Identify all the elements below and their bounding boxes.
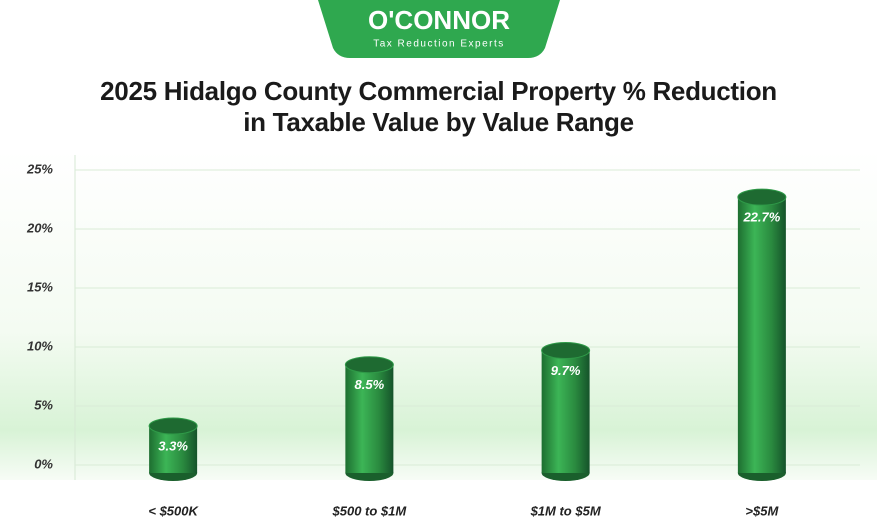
x-tick-label: $500 to $1M xyxy=(332,503,408,518)
bar xyxy=(737,197,786,473)
y-tick-label: 15% xyxy=(27,279,53,294)
bar xyxy=(541,350,590,473)
y-tick-label: 20% xyxy=(26,220,53,235)
bar-top xyxy=(541,342,591,360)
y-tick-label: 25% xyxy=(26,161,53,176)
y-tick-label: 0% xyxy=(34,456,53,471)
logo-tagline: Tax Reduction Experts xyxy=(373,39,505,50)
x-tick-label: $1M to $5M xyxy=(530,503,602,518)
y-tick-label: 10% xyxy=(27,338,53,353)
logo-name: O'CONNOR xyxy=(368,5,510,35)
bar xyxy=(345,364,394,473)
value-label: 3.3% xyxy=(158,438,188,453)
value-label: 8.5% xyxy=(355,377,385,392)
value-label: 9.7% xyxy=(551,363,581,378)
bar-top xyxy=(737,188,787,206)
logo-banner xyxy=(318,0,560,58)
x-tick-label: >$5M xyxy=(745,503,779,518)
plot-background xyxy=(0,150,877,480)
chart-title: 2025 Hidalgo County Commercial Property … xyxy=(100,76,777,137)
value-label: 22.7% xyxy=(742,210,780,225)
bar-top xyxy=(344,356,394,374)
x-tick-label: < $500K xyxy=(148,503,199,518)
y-tick-label: 5% xyxy=(34,397,53,412)
bar-top xyxy=(148,417,198,435)
